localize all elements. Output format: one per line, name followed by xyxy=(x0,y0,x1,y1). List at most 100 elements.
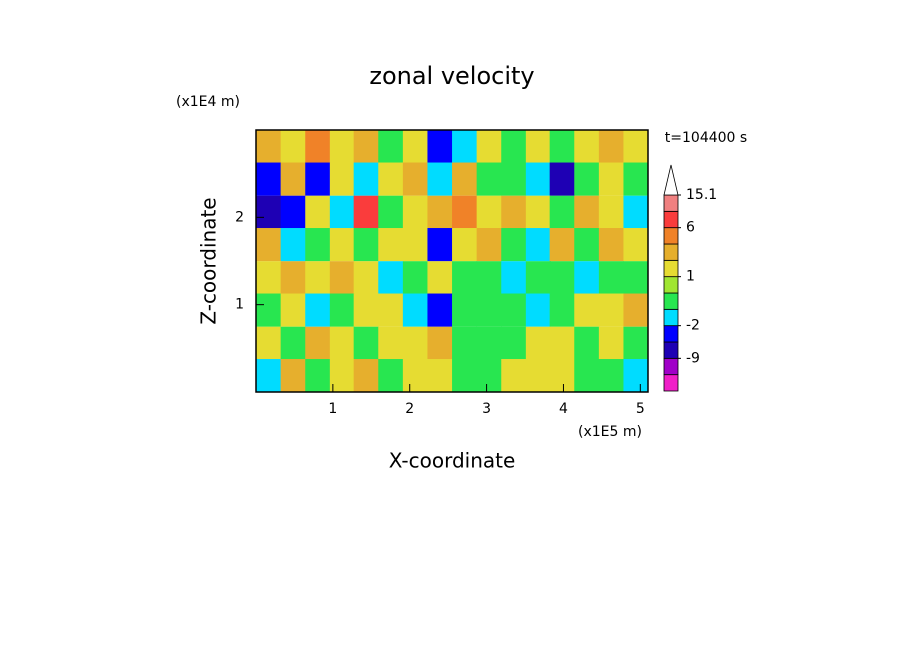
field-cell xyxy=(598,261,624,295)
field-cell xyxy=(574,293,600,327)
colorbar-label: 15.1 xyxy=(686,187,717,203)
field-cell xyxy=(378,228,404,262)
field-cell xyxy=(305,130,331,164)
field-cell xyxy=(353,130,379,164)
field-cell xyxy=(402,162,428,196)
x-tick-label: 1 xyxy=(328,401,337,417)
colorbar-box xyxy=(663,210,679,229)
x-unit: (x1E5 m) xyxy=(578,424,642,440)
colorbar-box xyxy=(663,259,679,278)
x-tick-label: 5 xyxy=(636,401,645,417)
field-cell xyxy=(305,195,331,229)
field-cell xyxy=(476,326,502,360)
field-cell xyxy=(402,326,428,360)
time-label: t=104400 s xyxy=(665,130,747,146)
field-cell xyxy=(598,326,624,360)
field-cell xyxy=(501,162,527,196)
field-cell xyxy=(549,130,575,164)
x-tick-label: 2 xyxy=(405,401,414,417)
field-cell xyxy=(598,359,624,393)
field-cell xyxy=(549,261,575,295)
field-cell xyxy=(378,293,404,327)
field-cell xyxy=(402,359,428,393)
x-tick-label: 4 xyxy=(559,401,568,417)
colorbar-label: -9 xyxy=(686,350,700,366)
field-cell xyxy=(574,326,600,360)
field-cell xyxy=(280,261,306,295)
field-cell xyxy=(598,162,624,196)
field-cell xyxy=(452,228,478,262)
field-cell xyxy=(305,261,331,295)
colorbar-box xyxy=(663,194,679,212)
colorbar-box xyxy=(663,292,679,310)
field-cell xyxy=(525,195,551,229)
field-cell xyxy=(574,130,600,164)
field-cell xyxy=(574,162,600,196)
field-cell xyxy=(256,261,282,295)
x-tick-label: 3 xyxy=(482,401,491,417)
y-axis-title: Z-coordinate xyxy=(197,197,221,324)
y-tick-label: 2 xyxy=(235,209,244,225)
y-tick-label: 1 xyxy=(235,297,244,313)
field-cell xyxy=(623,293,649,327)
field-cell xyxy=(280,130,306,164)
field-cell xyxy=(329,326,355,360)
field-cell xyxy=(501,326,527,360)
field-cell xyxy=(305,293,331,327)
field-cell xyxy=(501,359,527,393)
field-cell xyxy=(476,228,502,262)
field-cell xyxy=(256,326,282,360)
field-cell xyxy=(476,359,502,393)
colorbar-label: 6 xyxy=(686,220,695,236)
field-cell xyxy=(452,293,478,327)
field-cell xyxy=(329,293,355,327)
field-cell xyxy=(353,228,379,262)
field-cell xyxy=(476,162,502,196)
field-cell xyxy=(452,261,478,295)
field-cell xyxy=(427,195,453,229)
field-cell xyxy=(427,293,453,327)
field-cell xyxy=(427,261,453,295)
field-cell xyxy=(280,228,306,262)
field-cell xyxy=(501,293,527,327)
field-cell xyxy=(329,162,355,196)
field-cell xyxy=(353,162,379,196)
field-cell xyxy=(256,228,282,262)
field-cell xyxy=(525,261,551,295)
colorbar-box xyxy=(663,227,679,245)
y-unit: (x1E4 m) xyxy=(176,94,240,110)
field-cell xyxy=(427,130,453,164)
field-cell xyxy=(574,359,600,393)
field-cell xyxy=(501,195,527,229)
field-cell xyxy=(353,359,379,393)
field-cell xyxy=(452,359,478,393)
x-axis-title: X-coordinate xyxy=(389,449,516,473)
colorbar-box xyxy=(663,341,679,359)
field-cell xyxy=(378,162,404,196)
field-cell xyxy=(402,130,428,164)
colorbar-box xyxy=(663,374,679,392)
field-cell xyxy=(256,195,282,229)
field-cell xyxy=(378,195,404,229)
field-cell xyxy=(256,359,282,393)
field-cell xyxy=(623,195,649,229)
field-cell xyxy=(452,162,478,196)
field-cell xyxy=(598,195,624,229)
field-cell xyxy=(623,326,649,360)
field-cell xyxy=(574,228,600,262)
field-cell xyxy=(452,130,478,164)
field-cell xyxy=(549,326,575,360)
field-cell xyxy=(427,228,453,262)
colorbar-box xyxy=(663,243,679,261)
field-cell xyxy=(549,293,575,327)
field-cell xyxy=(353,326,379,360)
field-cell xyxy=(452,326,478,360)
colorbar-label: -2 xyxy=(686,318,700,334)
field-cell xyxy=(623,261,649,295)
field-cell xyxy=(378,130,404,164)
field-cell xyxy=(256,162,282,196)
field-cell xyxy=(476,130,502,164)
field-cell xyxy=(525,326,551,360)
field-cell xyxy=(501,261,527,295)
